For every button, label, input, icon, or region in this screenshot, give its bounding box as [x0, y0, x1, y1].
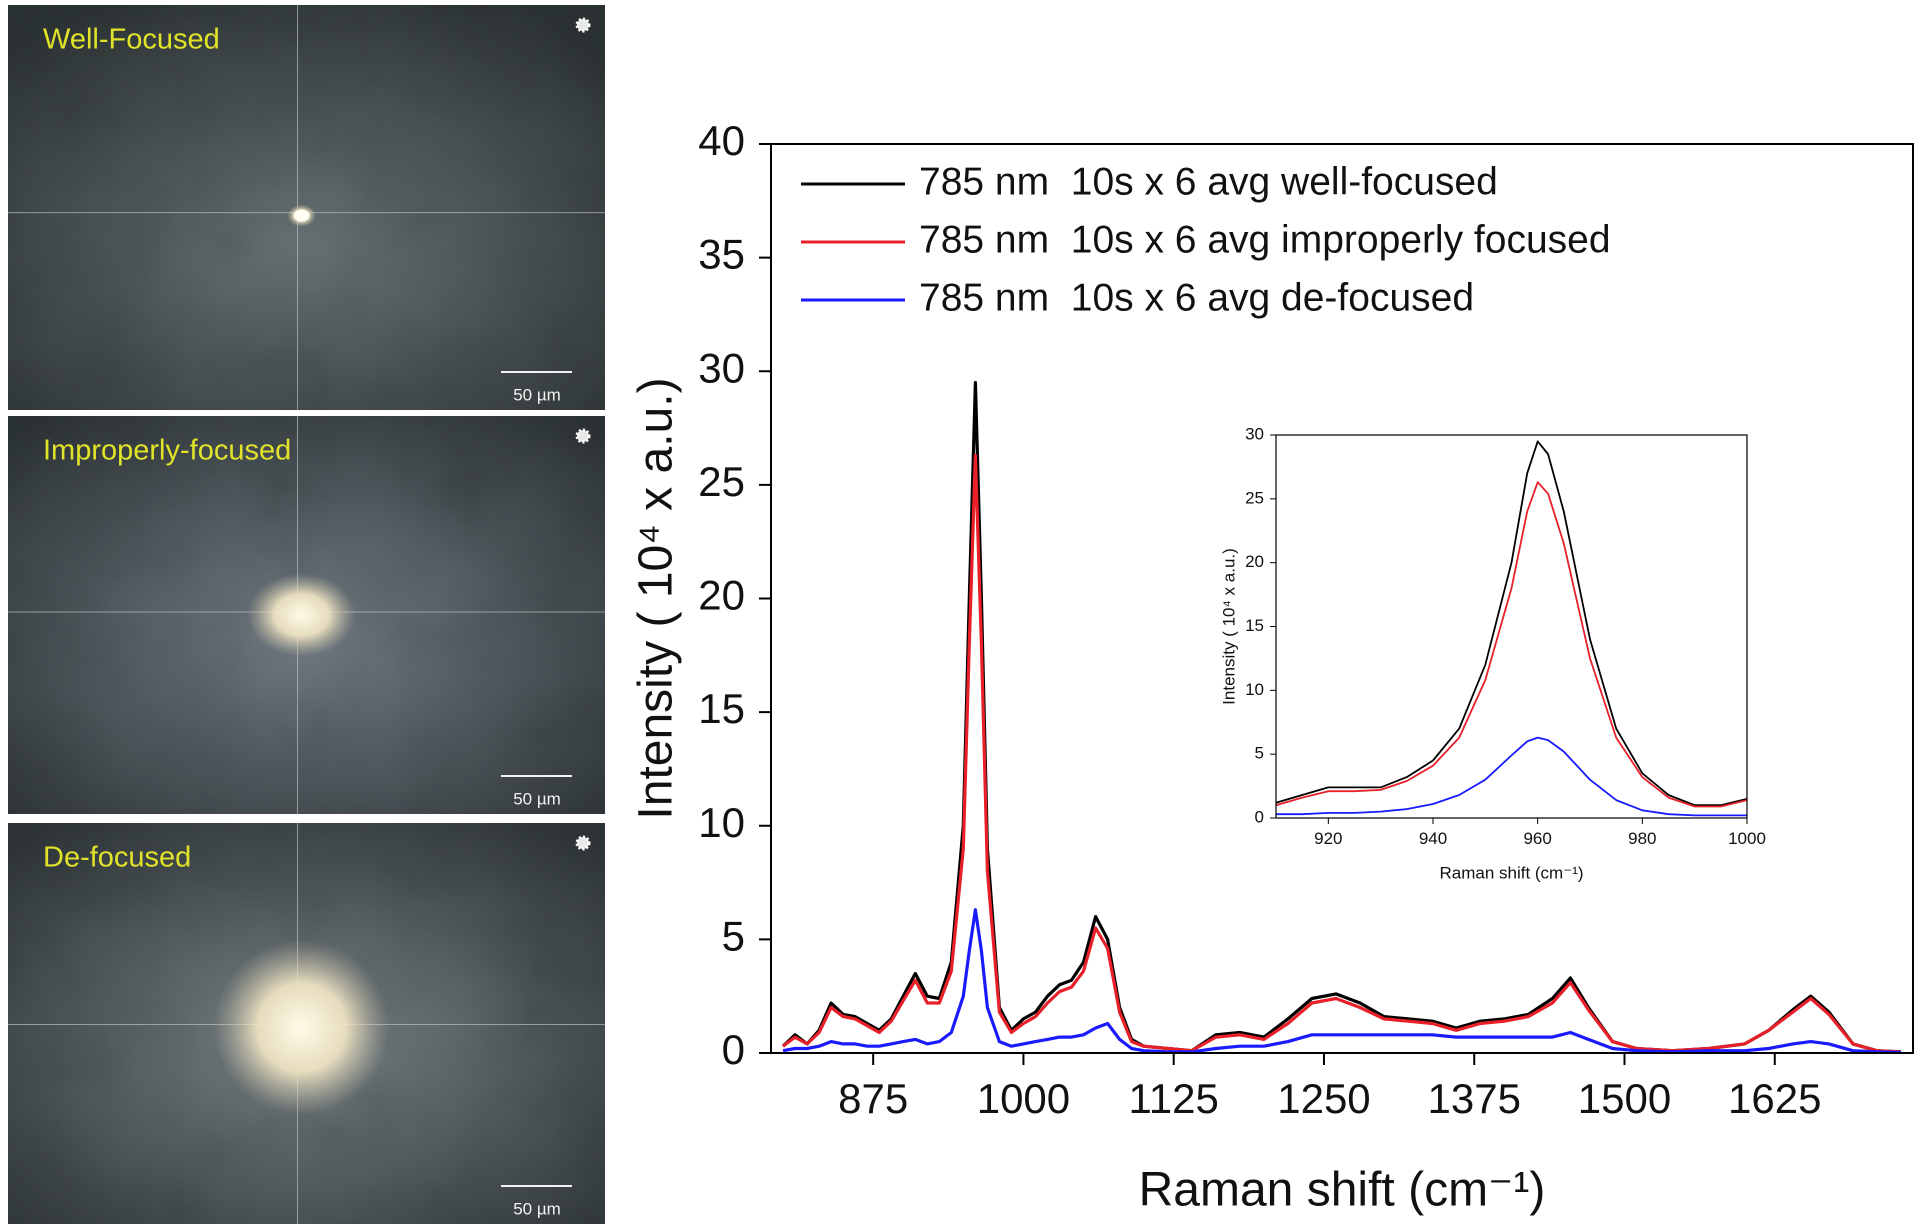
laser-spot [247, 573, 356, 657]
y-tick-label: 0 [722, 1026, 745, 1073]
microscope-image: De-focused 50 µm [8, 823, 605, 1224]
x-tick-label: 980 [1628, 829, 1656, 848]
chart: 0 5 10 15 20 25 30 920 940 960 980 1000 Raman shift … [1219, 424, 1765, 882]
plot-frame [770, 143, 1914, 1054]
laser-spot [213, 939, 390, 1116]
laser-spot-core [293, 209, 310, 222]
y-axis-label: Intensity ( 10⁴ x a.u.) [630, 377, 683, 819]
microscope-image: Improperly-focused 50 µm [8, 416, 605, 814]
y-tick-label: 15 [698, 685, 745, 732]
x-tick-label: 960 [1523, 829, 1551, 848]
x-tick-label: 1375 [1428, 1075, 1521, 1122]
settings-icon [575, 428, 591, 444]
y-tick-label: 15 [1245, 616, 1264, 635]
panel-label: Improperly-focused [43, 435, 291, 467]
panel-label: Well-Focused [43, 24, 220, 56]
chart: 0 5 10 15 20 25 30 35 40 875 1000 1125 1250 1375 1500 1… [630, 117, 1914, 1217]
y-tick-label: 30 [698, 344, 745, 391]
settings-icon [575, 835, 591, 851]
x-tick-label: 940 [1419, 829, 1447, 848]
plot-frame [1275, 434, 1748, 819]
x-tick-label: 1500 [1578, 1075, 1671, 1122]
y-tick-label: 30 [1245, 424, 1264, 443]
settings-icon [575, 17, 591, 33]
x-tick-label: 1000 [1728, 829, 1766, 848]
x-tick-label: 1250 [1277, 1075, 1370, 1122]
panel-label: De-focused [43, 842, 191, 874]
y-tick-label: 0 [1255, 807, 1264, 826]
x-axis-label: Raman shift (cm⁻¹) [1439, 863, 1583, 882]
legend-label: 785 nm 10s x 6 avg improperly focused [919, 218, 1611, 261]
series-line [782, 908, 1902, 1053]
y-tick-label: 20 [1245, 552, 1264, 571]
y-tick-label: 25 [1245, 488, 1264, 507]
microscope-panels: Well-Focused 50 µm Improperly-focused 50 µm… [8, 5, 605, 1224]
x-tick-label: 1000 [977, 1075, 1070, 1122]
y-tick-label: 20 [698, 572, 745, 619]
x-tick-label: 875 [838, 1075, 908, 1122]
scale-label: 50 µm [513, 385, 561, 404]
scale-label: 50 µm [513, 1199, 561, 1218]
x-tick-label: 920 [1314, 829, 1342, 848]
microscope-image: Well-Focused 50 µm [8, 5, 605, 410]
series-line [782, 453, 1902, 1053]
y-tick-label: 10 [698, 799, 745, 846]
legend-label: 785 nm 10s x 6 avg well-focused [919, 160, 1498, 203]
series-line [1276, 440, 1747, 807]
series-line [1276, 736, 1747, 817]
plot-area [1276, 435, 1747, 818]
y-tick-label: 40 [698, 117, 745, 164]
y-tick-label: 5 [1255, 744, 1264, 763]
y-axis-label: Intensity ( 10⁴ x a.u.) [1219, 548, 1238, 705]
y-tick-label: 5 [722, 912, 745, 959]
legend-label: 785 nm 10s x 6 avg de-focused [919, 276, 1474, 319]
x-axis-label: Raman shift (cm⁻¹) [1139, 1164, 1546, 1217]
y-tick-label: 10 [1245, 680, 1264, 699]
scale-label: 50 µm [513, 789, 561, 808]
y-tick-label: 25 [698, 458, 745, 505]
x-tick-label: 1125 [1129, 1075, 1219, 1122]
series-line [1276, 481, 1747, 808]
x-tick-label: 1625 [1728, 1075, 1821, 1122]
y-tick-label: 35 [698, 231, 745, 278]
